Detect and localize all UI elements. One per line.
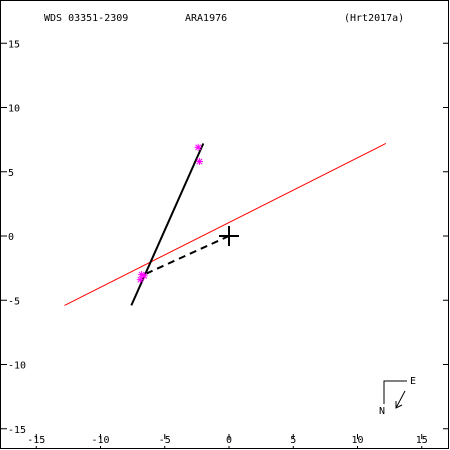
compass-north-label: N [379, 406, 385, 417]
reference-code: (Hrt2017a) [344, 13, 404, 24]
wds-id: WDS 03351-2309 [44, 13, 128, 24]
x-tick-label: 0 [226, 435, 232, 446]
plot-series [64, 143, 386, 306]
x-axis: -15 -10 -5 0 5 10 15 [27, 434, 428, 449]
x-tick-label: -5 [159, 435, 171, 446]
compass-east-label: E [410, 376, 416, 387]
observation-point [136, 276, 144, 284]
y-tick-label: 0 [8, 232, 14, 243]
observation-point [194, 143, 202, 151]
orbit-line [64, 143, 386, 306]
compass-direction-arrow [395, 390, 406, 409]
observation-stroke [195, 144, 202, 151]
y-tick-label: -5 [8, 296, 20, 307]
x-tick-label: 10 [351, 435, 363, 446]
y-tick-label: 15 [8, 39, 20, 50]
compass-axes [383, 380, 407, 404]
y-axis: 15 10 5 0 -5 -10 -15 [0, 39, 449, 436]
x-tick-label: -15 [27, 435, 45, 446]
residual-dashed-line [143, 235, 230, 276]
x-tick-label: -10 [91, 435, 109, 446]
observation-stroke [137, 276, 144, 283]
motion-line [130, 143, 205, 306]
x-tick-label: 5 [290, 435, 296, 446]
x-tick-label: 15 [416, 435, 428, 446]
y-tick-label: -10 [8, 361, 26, 372]
compass-arrowhead [395, 401, 403, 409]
observation-stroke [196, 158, 203, 165]
compass: N E [379, 376, 416, 417]
y-tick-label: 5 [8, 168, 14, 179]
discoverer-code: ARA1976 [185, 13, 227, 24]
observation-point [195, 157, 203, 165]
y-tick-label: -15 [8, 425, 26, 436]
y-tick-label: 10 [8, 104, 20, 115]
